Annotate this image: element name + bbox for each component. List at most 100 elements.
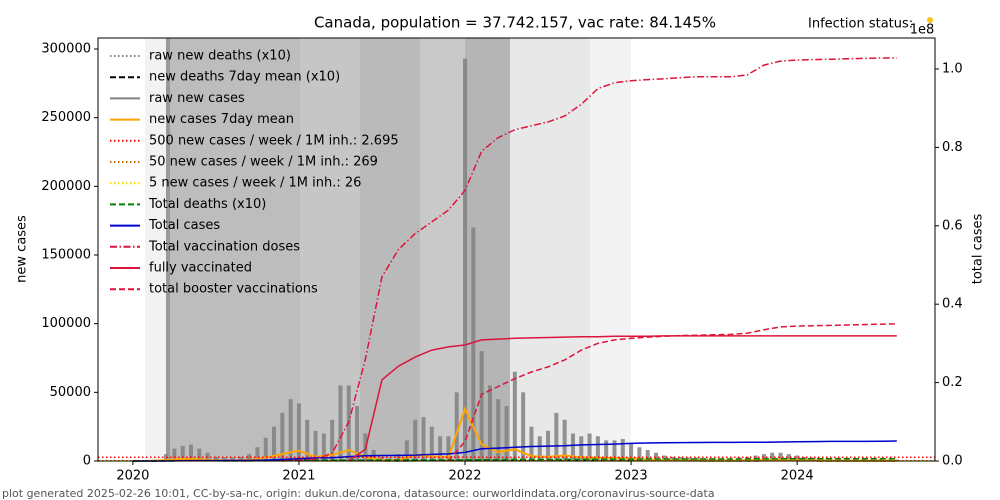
bar — [321, 433, 326, 461]
bar — [678, 456, 683, 461]
bar — [421, 417, 426, 461]
bar — [288, 399, 293, 461]
status-band — [510, 38, 590, 461]
status-band — [590, 38, 631, 461]
status-dot — [927, 17, 933, 23]
legend-label: total booster vaccinations — [149, 282, 318, 297]
bar — [296, 403, 301, 461]
bar — [222, 457, 227, 461]
y-tick-label: 150000 — [41, 247, 91, 262]
bar — [454, 392, 459, 461]
y-tick-label: 0 — [83, 454, 91, 469]
bar — [496, 399, 501, 461]
bar — [579, 436, 584, 461]
bar — [429, 426, 434, 461]
bar — [521, 392, 526, 461]
status-label: Infection status: — [808, 17, 913, 32]
status-band — [360, 38, 420, 461]
bar — [894, 459, 899, 461]
status-band — [145, 38, 166, 461]
bar — [172, 448, 177, 461]
bar — [512, 371, 517, 461]
bar — [570, 433, 575, 461]
y2-tick-label: 1.0 — [942, 61, 963, 76]
bar — [180, 445, 185, 461]
bar — [604, 440, 609, 461]
legend-label: raw new deaths (x10) — [149, 49, 291, 64]
y2-axis-label: total cases — [971, 214, 986, 285]
bar — [463, 58, 468, 462]
footer: plot generated 2025-02-26 10:01, CC-by-s… — [2, 487, 715, 500]
bar — [355, 406, 360, 461]
y2-tick-label: 0.6 — [942, 218, 963, 233]
bar — [786, 454, 791, 461]
legend-label: raw new cases — [149, 91, 245, 106]
bar — [197, 448, 202, 461]
line — [132, 440, 897, 462]
bar — [595, 436, 600, 461]
bar — [305, 419, 310, 461]
bar — [213, 456, 218, 461]
bar — [230, 457, 235, 461]
y-tick-label: 300000 — [41, 41, 91, 56]
legend-label: 50 new cases / week / 1M inh.: 269 — [149, 155, 378, 170]
bar — [554, 412, 559, 461]
bar — [438, 436, 443, 461]
bar — [247, 454, 252, 461]
bar — [471, 227, 476, 461]
bar — [338, 385, 343, 461]
bar — [562, 419, 567, 461]
bar — [612, 440, 617, 461]
bar — [687, 457, 692, 461]
x-tick-label: 2021 — [282, 469, 315, 484]
bar — [795, 455, 800, 461]
legend-label: Total vaccination doses — [148, 239, 300, 254]
y-axis-label: new cases — [15, 215, 30, 283]
bar — [446, 436, 451, 461]
bar — [313, 430, 318, 461]
bar — [587, 433, 592, 461]
bar — [504, 406, 509, 461]
bar — [537, 436, 542, 461]
chart-title: Canada, population = 37.742.157, vac rat… — [314, 14, 716, 32]
bar — [654, 452, 658, 461]
bar — [189, 444, 193, 461]
bar — [778, 452, 783, 461]
bar — [330, 419, 335, 461]
bar — [629, 443, 634, 461]
bar — [263, 437, 268, 461]
bar — [670, 456, 675, 461]
bar — [479, 351, 484, 461]
y2-tick-label: 0.0 — [942, 454, 963, 469]
status-band — [300, 38, 360, 461]
bar — [695, 457, 700, 461]
status-band — [420, 38, 465, 461]
x-tick-label: 2020 — [116, 469, 149, 484]
bar — [379, 456, 384, 461]
line — [348, 335, 897, 462]
y2-offset: 1e8 — [910, 23, 935, 38]
bar — [413, 419, 418, 461]
x-tick-label: 2023 — [615, 469, 648, 484]
bar — [645, 450, 650, 461]
legend-label: Total deaths (x10) — [148, 197, 266, 212]
line — [447, 323, 897, 462]
legend: raw new deaths (x10) new deaths 7day mean… — [110, 49, 399, 297]
x-tick-label: 2022 — [448, 469, 481, 484]
y-tick-label: 250000 — [41, 110, 91, 125]
bar — [803, 456, 808, 461]
bar — [238, 456, 243, 461]
y-tick-label: 100000 — [41, 316, 91, 331]
bar — [280, 412, 285, 461]
bar — [487, 385, 492, 461]
bar — [529, 426, 534, 461]
infection-status-shading — [145, 38, 631, 461]
line — [132, 406, 897, 462]
bar — [620, 439, 625, 461]
bar — [272, 426, 277, 461]
bar — [205, 452, 210, 461]
bar — [770, 452, 775, 461]
legend-label: 5 new cases / week / 1M inh.: 26 — [149, 176, 361, 191]
y-tick-label: 200000 — [41, 179, 91, 194]
legend-label: fully vaccinated — [149, 261, 252, 276]
